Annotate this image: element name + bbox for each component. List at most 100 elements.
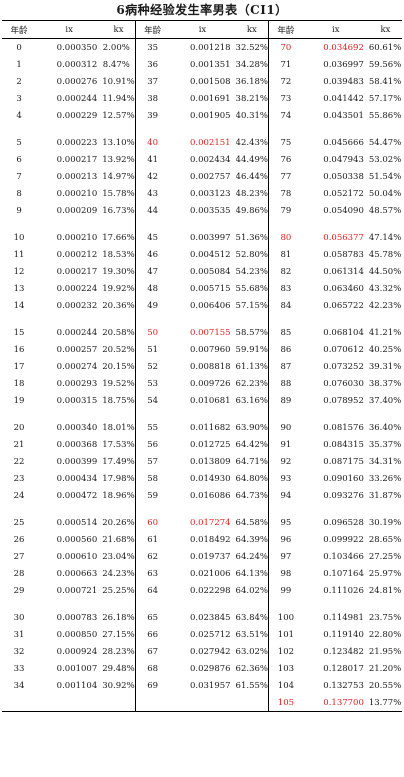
ix-cell: 0.052172 bbox=[323, 188, 364, 199]
ix-cell: 0.047943 bbox=[323, 154, 364, 165]
table-row: 29 0.000721 25.25% 64 0.022298 64.02% 99 0.1110… bbox=[2, 582, 402, 599]
kx-cell: 21.68% bbox=[102, 534, 135, 545]
table-row: 27 0.000610 23.04% 62 0.019737 64.24% 97 0.1034… bbox=[2, 548, 402, 565]
kx-cell: 35.37% bbox=[368, 439, 402, 450]
ix-cell: 0.000399 bbox=[56, 456, 98, 467]
kx-cell: 42.43% bbox=[235, 137, 268, 148]
ix-cell: 0.018492 bbox=[189, 534, 231, 545]
ix-cell: 0.005084 bbox=[189, 266, 231, 277]
ix-cell: 0.103466 bbox=[323, 551, 364, 562]
ix-cell: 0.000663 bbox=[56, 568, 98, 579]
ix-cell: 0.000340 bbox=[56, 422, 98, 433]
table-row: 16 0.000257 20.52% 51 0.007960 59.91% 86 0.0706… bbox=[2, 341, 402, 358]
ix-cell: 0.076030 bbox=[323, 378, 364, 389]
kx-cell: 24.23% bbox=[102, 568, 135, 579]
ix-cell: 0.087175 bbox=[323, 456, 364, 467]
age-cell: 20 bbox=[13, 422, 25, 433]
kx-cell: 62.23% bbox=[235, 378, 268, 389]
age-cell: 33 bbox=[13, 663, 25, 674]
ix-cell: 0.006406 bbox=[189, 300, 231, 311]
table-row: 24 0.000472 18.96% 59 0.016086 64.73% 94 0.0932… bbox=[2, 487, 402, 504]
kx-cell: 57.17% bbox=[368, 93, 402, 104]
ix-cell: 0.034692 bbox=[323, 42, 364, 53]
table-row: 21 0.000368 17.53% 56 0.012725 64.42% 91 0.0843… bbox=[2, 436, 402, 453]
ix-cell: 0.000244 bbox=[56, 327, 98, 338]
age-cell: 48 bbox=[134, 280, 170, 297]
kx-cell: 17.98% bbox=[102, 473, 135, 484]
ix-cell: 0.000924 bbox=[56, 646, 98, 657]
age-cell: 34 bbox=[13, 680, 25, 691]
ix-cell: 0.000560 bbox=[56, 534, 98, 545]
kx-cell: 28.23% bbox=[102, 646, 135, 657]
ix-cell: 0.012725 bbox=[189, 439, 231, 450]
ix-cell: 0.065722 bbox=[323, 300, 364, 311]
age-cell: 100 bbox=[268, 609, 303, 626]
age-cell: 79 bbox=[268, 202, 303, 219]
ix-cell: 0.017274 bbox=[189, 517, 231, 528]
table-row: 15 0.000244 20.58% 50 0.007155 58.57% 85 0.0681… bbox=[2, 324, 402, 341]
kx-cell: 33.26% bbox=[368, 473, 402, 484]
table-row: 5 0.000223 13.10% 40 0.002151 42.43% 75 0.04566… bbox=[2, 134, 402, 151]
kx-cell: 62.36% bbox=[235, 663, 268, 674]
ix-cell: 0.000434 bbox=[56, 473, 98, 484]
kx-cell: 18.96% bbox=[102, 490, 135, 501]
table-row: 18 0.000293 19.52% 53 0.009726 62.23% 88 0.0760… bbox=[2, 375, 402, 392]
ix-cell: 0.001508 bbox=[189, 76, 231, 87]
ix-cell: 0.002757 bbox=[189, 171, 231, 182]
kx-cell: 2.00% bbox=[102, 42, 130, 53]
ix-cell: 0.068104 bbox=[323, 327, 364, 338]
age-cell: 102 bbox=[268, 643, 303, 660]
ix-cell: 0.050338 bbox=[323, 171, 364, 182]
kx-cell: 21.95% bbox=[368, 646, 402, 657]
table-row: 11 0.000212 18.53% 46 0.004512 52.80% 81 0.0587… bbox=[2, 246, 402, 263]
kx-cell: 29.48% bbox=[102, 663, 135, 674]
kx-cell: 20.26% bbox=[102, 517, 135, 528]
table-row: 13 0.000224 19.92% 48 0.005715 55.68% 83 0.0634… bbox=[2, 280, 402, 297]
ix-cell: 0.123482 bbox=[323, 646, 364, 657]
table-row: 6 0.000217 13.92% 41 0.002434 44.49% 76 0.04794… bbox=[2, 151, 402, 168]
ix-cell: 0.027942 bbox=[189, 646, 231, 657]
age-cell: 67 bbox=[134, 643, 170, 660]
ix-cell: 0.014930 bbox=[189, 473, 231, 484]
kx-cell: 24.81% bbox=[368, 585, 402, 596]
kx-cell: 20.36% bbox=[102, 300, 135, 311]
ix-cell: 0.002151 bbox=[189, 137, 231, 148]
ix-cell: 0.061314 bbox=[323, 266, 364, 277]
table-row: 4 0.000229 12.57% 39 0.001905 40.31% 74 0.04350… bbox=[2, 107, 402, 124]
kx-cell: 64.24% bbox=[235, 551, 268, 562]
age-cell: 26 bbox=[13, 534, 25, 545]
ix-cell: 0.000212 bbox=[56, 249, 98, 260]
ix-cell: 0.001218 bbox=[189, 42, 231, 53]
ix-cell: 0.000350 bbox=[56, 42, 98, 53]
ix-cell: 0.003997 bbox=[189, 232, 231, 243]
age-cell: 19 bbox=[13, 395, 25, 406]
kx-cell: 19.30% bbox=[102, 266, 135, 277]
kx-cell: 36.18% bbox=[235, 76, 268, 87]
age-cell: 105 bbox=[268, 694, 303, 712]
age-cell: 39 bbox=[134, 107, 170, 124]
age-cell: 35 bbox=[134, 38, 170, 56]
age-cell: 86 bbox=[268, 341, 303, 358]
table-row: 14 0.000232 20.36% 49 0.006406 57.15% 84 0.0657… bbox=[2, 297, 402, 314]
kx-cell: 63.90% bbox=[235, 422, 268, 433]
age-cell: 18 bbox=[13, 378, 25, 389]
age-cell: 8 bbox=[16, 188, 22, 199]
age-cell: 83 bbox=[268, 280, 303, 297]
ix-cell: 0.045666 bbox=[323, 137, 364, 148]
ix-cell: 0.007155 bbox=[189, 327, 231, 338]
kx-cell: 48.23% bbox=[235, 188, 268, 199]
kx-cell: 61.55% bbox=[235, 680, 268, 691]
ix-cell: 0.001104 bbox=[56, 680, 98, 691]
age-cell bbox=[2, 694, 37, 712]
table-row: 12 0.000217 19.30% 47 0.005084 54.23% 82 0.0613… bbox=[2, 263, 402, 280]
table-title: 6病种经验发生率男表（CI1） bbox=[116, 3, 288, 17]
kx-cell: 47.14% bbox=[368, 232, 402, 243]
kx-cell: 59.56% bbox=[368, 59, 402, 70]
table-body: 0 0.000350 2.00% 35 0.001218 32.52% 70 0.034692… bbox=[2, 38, 402, 712]
age-cell: 91 bbox=[268, 436, 303, 453]
kx-cell: 13.10% bbox=[102, 137, 135, 148]
ix-cell: 0.013809 bbox=[189, 456, 231, 467]
age-cell: 97 bbox=[268, 548, 303, 565]
ix-cell: 0.043501 bbox=[323, 110, 364, 121]
ix-cell: 0.073252 bbox=[323, 361, 364, 372]
